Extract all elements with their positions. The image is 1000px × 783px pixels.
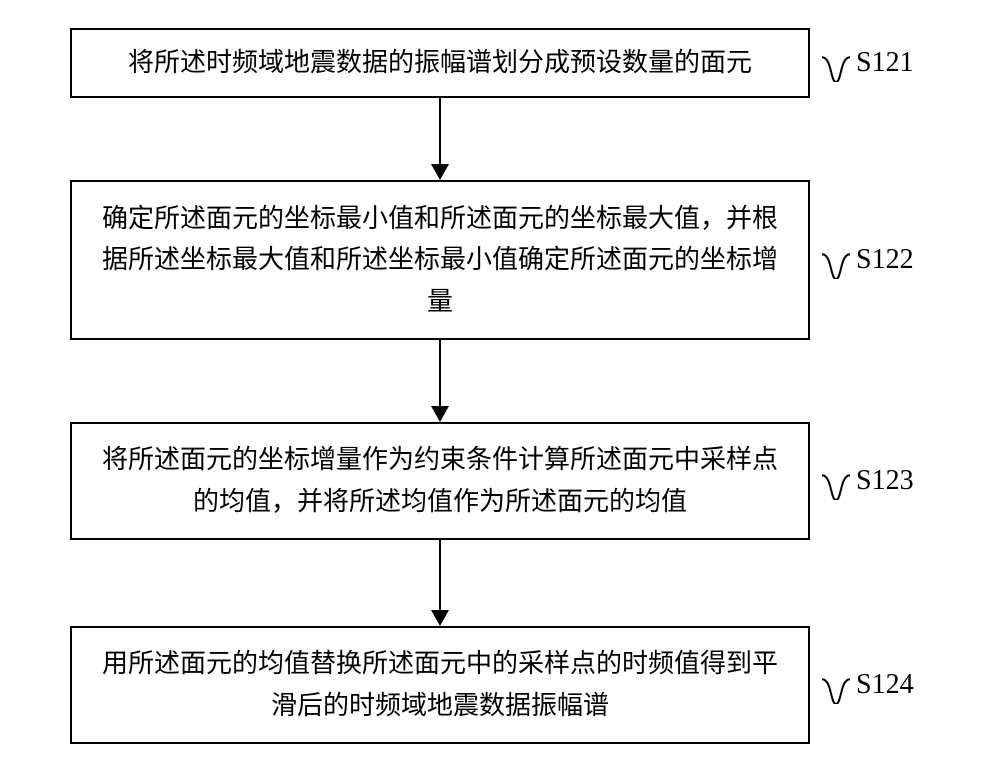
flow-step-label-2: S122: [822, 241, 914, 279]
flow-arrow-3: [439, 540, 441, 610]
flow-step-4: 用所述面元的均值替换所述面元中的采样点的时频值得到平滑后的时频域地震数据振幅谱: [70, 626, 810, 744]
flow-step-label-3: S123: [822, 462, 914, 500]
flow-step-id: S121: [856, 47, 914, 79]
flow-step-id: S124: [856, 669, 914, 701]
flow-arrow-1: [439, 98, 441, 164]
flowchart-canvas: 将所述时频域地震数据的振幅谱划分成预设数量的面元 S121 确定所述面元的坐标最小…: [0, 0, 1000, 783]
flow-step-text: 将所述时频域地震数据的振幅谱划分成预设数量的面元: [128, 42, 752, 84]
flow-step-1: 将所述时频域地震数据的振幅谱划分成预设数量的面元: [70, 28, 810, 98]
flow-step-id: S123: [856, 465, 914, 497]
arrow-head-icon: [431, 406, 449, 422]
flow-step-label-4: S124: [822, 666, 914, 704]
flow-step-label-1: S121: [822, 44, 914, 82]
arrow-head-icon: [431, 164, 449, 180]
flow-step-id: S122: [856, 244, 914, 276]
flow-step-2: 确定所述面元的坐标最小值和所述面元的坐标最大值，并根据所述坐标最大值和所述坐标最…: [70, 180, 810, 340]
flow-step-text: 用所述面元的均值替换所述面元中的采样点的时频值得到平滑后的时频域地震数据振幅谱: [96, 643, 784, 726]
flow-step-3: 将所述面元的坐标增量作为约束条件计算所述面元中采样点的均值，并将所述均值作为所述…: [70, 422, 810, 540]
flow-step-text: 将所述面元的坐标增量作为约束条件计算所述面元中采样点的均值，并将所述均值作为所述…: [96, 439, 784, 522]
flow-arrow-2: [439, 340, 441, 406]
flow-step-text: 确定所述面元的坐标最小值和所述面元的坐标最大值，并根据所述坐标最大值和所述坐标最…: [96, 198, 784, 323]
arrow-head-icon: [431, 610, 449, 626]
